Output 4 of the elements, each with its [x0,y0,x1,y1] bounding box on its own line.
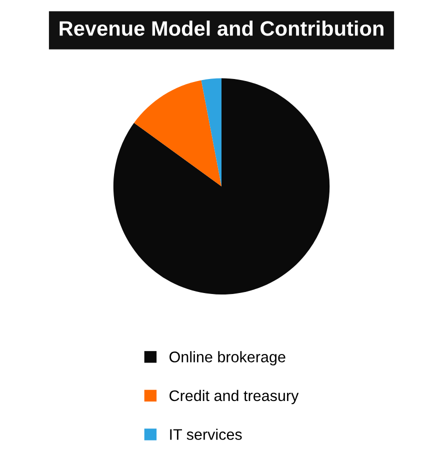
legend-label: Online brokerage [169,351,286,366]
chart-title: Revenue Model and Contribution [60,20,384,36]
legend-label: Credit and treasury [170,390,299,404]
legend-label: IT services [170,428,242,440]
